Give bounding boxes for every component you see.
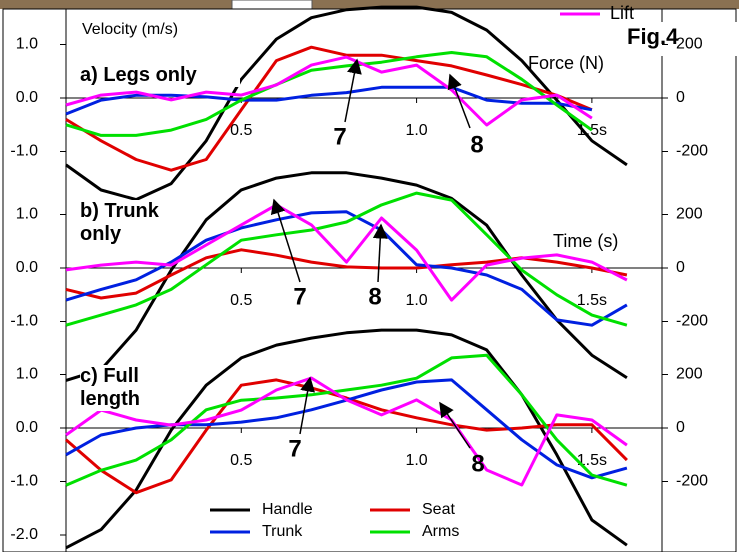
y-tick-label: -1.0 bbox=[10, 313, 38, 330]
series-line bbox=[66, 330, 627, 548]
y-tick-label: -1.0 bbox=[10, 143, 38, 160]
figure-label: Fig.4 bbox=[627, 24, 679, 49]
y2-tick-label: -200 bbox=[676, 313, 708, 330]
annotation: 7 bbox=[293, 283, 306, 310]
series-line bbox=[66, 87, 592, 114]
y2-tick-label: 200 bbox=[676, 206, 703, 223]
legend-label: Trunk bbox=[262, 523, 303, 540]
legend-label: Arms bbox=[422, 523, 459, 540]
x-tick-label: 0.5 bbox=[230, 122, 252, 139]
y2-tick-label: 0 bbox=[676, 419, 685, 436]
y-tick-label: 0.0 bbox=[16, 259, 38, 276]
y2-tick-label: 0 bbox=[676, 89, 685, 106]
annotation: 8 bbox=[368, 283, 381, 310]
y2-tick-label: -200 bbox=[676, 473, 708, 490]
x-tick-label: 0.5 bbox=[230, 292, 252, 309]
y2-tick-label: -200 bbox=[676, 143, 708, 160]
y-tick-label: 1.0 bbox=[16, 366, 38, 383]
y-tick-label: 1.0 bbox=[16, 206, 38, 223]
legend-label: Handle bbox=[262, 501, 313, 518]
y2-tick-label: 0 bbox=[676, 259, 685, 276]
legend-label: Lift bbox=[610, 3, 634, 23]
legend-label: Seat bbox=[422, 501, 455, 518]
figure: Velocity (m/s) Force (N) Time (s) Fig.4 … bbox=[0, 0, 739, 552]
annotation-arrow bbox=[378, 225, 381, 282]
y-axis-label: Velocity (m/s) bbox=[82, 21, 178, 38]
annotation-arrow bbox=[450, 75, 470, 128]
x-tick-label: 1.5s bbox=[577, 292, 607, 309]
y-tick-label: -2.0 bbox=[10, 526, 38, 543]
y2-tick-label: 200 bbox=[676, 366, 703, 383]
y-tick-label: 0.0 bbox=[16, 419, 38, 436]
x-tick-label: 0.5 bbox=[230, 452, 252, 469]
x-tick-label: 1.5s bbox=[577, 452, 607, 469]
x-tick-label: 1.0 bbox=[405, 122, 427, 139]
y2-axis-label: Force (N) bbox=[528, 53, 604, 73]
y-tick-label: 1.0 bbox=[16, 36, 38, 53]
y-tick-label: -1.0 bbox=[10, 473, 38, 490]
annotation: 8 bbox=[471, 450, 484, 477]
panel-title: a) Legs only bbox=[80, 64, 240, 87]
panel-title: c) Full length bbox=[80, 365, 160, 411]
annotation: 7 bbox=[333, 123, 346, 150]
y-tick-label: 0.0 bbox=[16, 89, 38, 106]
x-tick-label: 1.0 bbox=[405, 452, 427, 469]
annotation: 8 bbox=[470, 131, 483, 158]
x-axis-label: Time (s) bbox=[553, 231, 618, 251]
panel-title: b) Trunk only bbox=[80, 200, 170, 246]
y2-tick-label: 200 bbox=[676, 36, 703, 53]
photo-box bbox=[232, 0, 312, 9]
x-tick-label: 1.0 bbox=[405, 292, 427, 309]
annotation: 7 bbox=[288, 435, 301, 462]
